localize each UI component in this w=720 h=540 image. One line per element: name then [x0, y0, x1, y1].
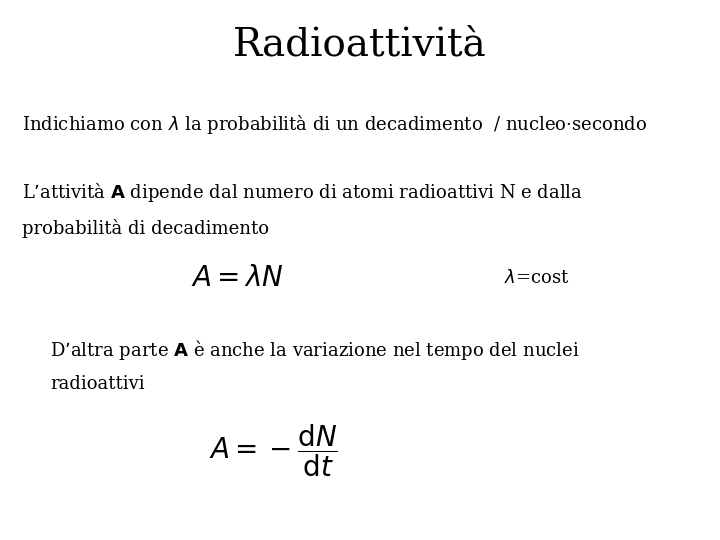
Text: L’attività $\mathbf{A}$ dipende dal numero di atomi radioattivi N e dalla: L’attività $\mathbf{A}$ dipende dal nume… — [22, 181, 582, 204]
Text: radioattivi: radioattivi — [50, 375, 145, 393]
Text: $A = \lambda N$: $A = \lambda N$ — [191, 265, 284, 292]
Text: Indichiamo con $\lambda$ la probabilità di un decadimento  / nucleo·secondo: Indichiamo con $\lambda$ la probabilità … — [22, 113, 647, 137]
Text: D’altra parte $\mathbf{A}$ è anche la variazione nel tempo del nuclei: D’altra parte $\mathbf{A}$ è anche la va… — [50, 338, 580, 361]
Text: $A = -\dfrac{\mathrm{d}N}{\mathrm{d}t}$: $A = -\dfrac{\mathrm{d}N}{\mathrm{d}t}$ — [209, 423, 338, 479]
Text: $\lambda$=cost: $\lambda$=cost — [504, 269, 570, 287]
Text: Radioattività: Radioattività — [233, 27, 487, 64]
Text: probabilità di decadimento: probabilità di decadimento — [22, 219, 269, 238]
